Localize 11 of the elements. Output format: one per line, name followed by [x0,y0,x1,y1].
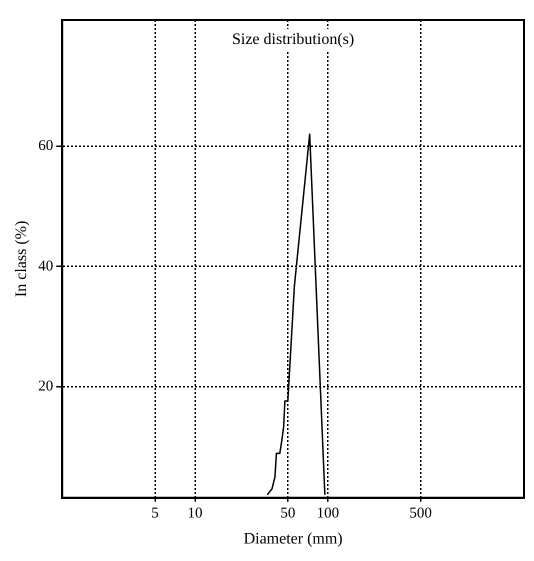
x-tick-label: 100 [316,506,340,522]
y-tick-label: 60 [38,138,54,154]
x-tick-label: 5 [151,506,159,522]
y-tick-label: 20 [38,378,54,395]
y-axis-title: In class (%) [12,220,30,298]
x-axis-title: Diameter (mm) [244,530,343,548]
y-tick-label: 40 [38,258,54,274]
text: Size distribution(s) [232,31,354,48]
x-tick-label: 50 [280,506,296,522]
x-tick-label: 10 [188,506,203,522]
x-tick-label: 500 [409,506,432,522]
